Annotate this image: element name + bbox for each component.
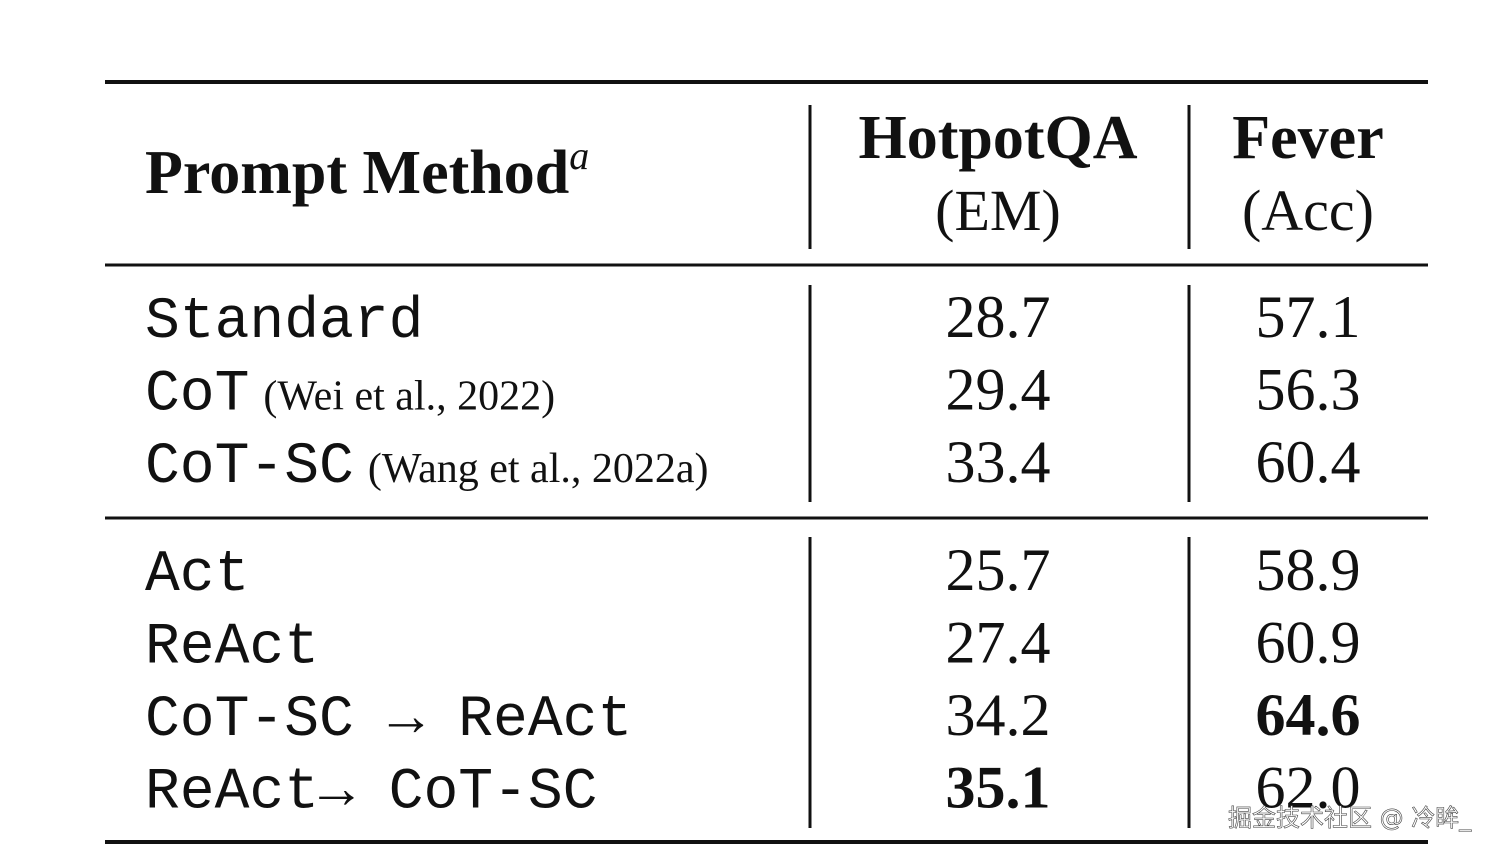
method-name: CoT-SC [145,435,354,500]
superscript: a [569,133,589,178]
value-cell: 57.1 [1256,284,1361,350]
method-cell: Standard [145,290,423,355]
method-name: Act [145,543,249,608]
value-cell: 64.6 [1256,682,1361,748]
method-cell: CoT-SC → ReAct [145,688,632,753]
value-cell: 25.7 [946,537,1051,603]
method-header-text: Prompt Method [145,139,569,207]
column-name: HotpotQA [859,104,1138,172]
value-cell: 29.4 [946,357,1051,423]
method-header: Prompt Methoda [145,133,589,207]
method-name: ReAct [145,616,319,681]
value-cell: 33.4 [946,429,1051,495]
value-cell: 34.2 [946,682,1051,748]
value-cell: 56.3 [1256,357,1361,423]
citation: (Wang et al., 2022a) [368,446,709,492]
method-name: Standard [145,290,423,355]
method-name: ReAct→ CoT-SC [145,761,597,826]
method-name: CoT-SC → ReAct [145,688,632,753]
watermark: 掘金技术社区 @ 冷眸_ [1228,804,1472,832]
method-cell: ReAct [145,616,319,681]
column-metric: (EM) [935,178,1061,243]
value-cell: 27.4 [946,610,1051,676]
method-cell: CoT (Wei et al., 2022) [145,363,555,428]
method-cell: ReAct→ CoT-SC [145,761,597,826]
value-cell: 58.9 [1256,537,1361,603]
value-cell: 35.1 [946,755,1051,821]
column-name: Fever [1232,104,1383,172]
column-metric: (Acc) [1242,178,1374,243]
value-cell: 60.9 [1256,610,1361,676]
method-cell: Act [145,543,249,608]
citation: (Wei et al., 2022) [263,374,555,420]
method-cell: CoT-SC (Wang et al., 2022a) [145,435,709,500]
method-name: CoT [145,363,249,428]
column-dividers [808,105,1191,828]
value-cell: 28.7 [946,284,1051,350]
value-cell: 62.0 [1256,755,1361,821]
value-cell: 60.4 [1256,429,1361,495]
